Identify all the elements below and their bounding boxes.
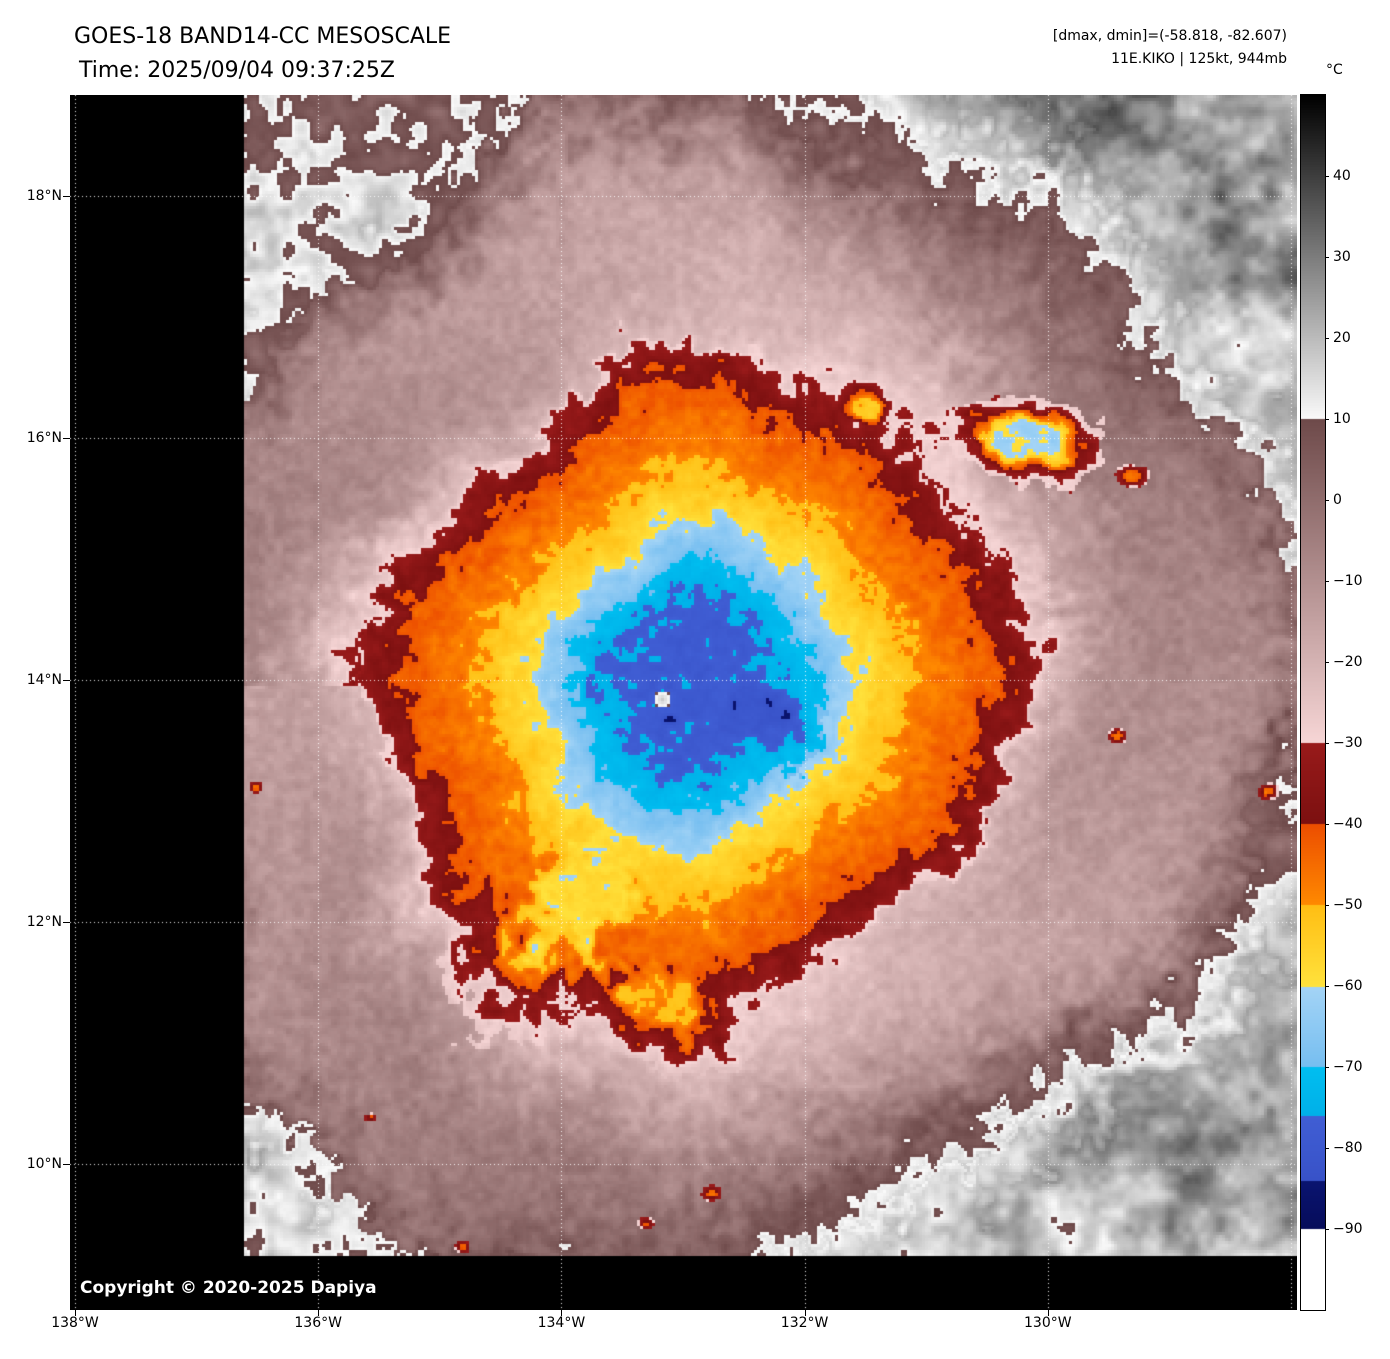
colorbar-tick-label: 10 — [1333, 411, 1351, 427]
colorbar-tick-label: −10 — [1333, 573, 1363, 589]
colorbar-tick-mark — [1325, 338, 1329, 339]
colorbar-tick-mark — [1325, 257, 1329, 258]
colorbar-tick-mark — [1325, 419, 1329, 420]
colorbar-tick-mark — [1325, 581, 1329, 582]
colorbar-tick-label: −60 — [1333, 978, 1363, 994]
colorbar-canvas — [1300, 94, 1326, 1311]
latitude-tick-mark — [63, 438, 70, 439]
colorbar-tick-mark — [1325, 662, 1329, 663]
colorbar-tick-mark — [1325, 743, 1329, 744]
longitude-tick-label: 130°W — [1024, 1315, 1072, 1331]
longitude-tick-mark — [804, 1310, 806, 1316]
colorbar-tick-mark — [1325, 1148, 1329, 1149]
page-title: GOES-18 BAND14-CC MESOSCALE — [74, 24, 452, 49]
colorbar-tick-mark — [1325, 905, 1329, 906]
colorbar-tick-label: −70 — [1333, 1059, 1363, 1075]
longitude-tick-label: 138°W — [51, 1315, 99, 1331]
longitude-tick-mark — [318, 1310, 320, 1316]
storm-info-label: 11E.KIKO | 125kt, 944mb — [1111, 51, 1287, 67]
latitude-tick-mark — [63, 1164, 70, 1165]
latitude-tick-label: 12°N — [26, 914, 62, 930]
colorbar-tick-label: 0 — [1333, 492, 1342, 508]
satellite-map-canvas — [70, 95, 1297, 1310]
colorbar-tick-label: 30 — [1333, 249, 1351, 265]
latitude-tick-mark — [63, 922, 70, 923]
latitude-tick-label: 10°N — [26, 1156, 62, 1172]
colorbar-tick-mark — [1325, 500, 1329, 501]
dmax-dmin-label: [dmax, dmin]=(-58.818, -82.607) — [1052, 28, 1287, 44]
colorbar-unit-label: °C — [1326, 62, 1343, 78]
colorbar-tick-mark — [1325, 176, 1329, 177]
longitude-tick-mark — [1047, 1310, 1049, 1316]
latitude-tick-mark — [63, 680, 70, 681]
colorbar-tick-mark — [1325, 824, 1329, 825]
latitude-tick-label: 14°N — [26, 672, 62, 688]
longitude-tick-mark — [75, 1310, 76, 1316]
colorbar-tick-mark — [1325, 1229, 1329, 1230]
longitude-tick-label: 136°W — [294, 1315, 342, 1331]
colorbar-tick-label: 20 — [1333, 330, 1351, 346]
time-label: Time: 2025/09/04 09:37:25Z — [79, 58, 395, 83]
colorbar-tick-label: −30 — [1333, 735, 1363, 751]
colorbar-tick-label: −80 — [1333, 1140, 1363, 1156]
colorbar-tick-label: −90 — [1333, 1221, 1363, 1237]
longitude-tick-label: 132°W — [780, 1315, 829, 1331]
longitude-tick-mark — [561, 1310, 563, 1316]
latitude-tick-mark — [63, 196, 70, 197]
latitude-tick-label: 18°N — [26, 188, 62, 204]
colorbar-tick-label: −20 — [1333, 654, 1363, 670]
longitude-tick-label: 134°W — [537, 1315, 586, 1331]
colorbar-tick-mark — [1325, 1067, 1329, 1068]
colorbar-tick-label: −40 — [1333, 816, 1363, 832]
colorbar-tick-mark — [1325, 986, 1329, 987]
copyright-label: Copyright © 2020-2025 Dapiya — [80, 1278, 377, 1298]
colorbar-tick-label: −50 — [1333, 897, 1363, 913]
colorbar-tick-label: 40 — [1333, 168, 1351, 184]
latitude-tick-label: 16°N — [26, 430, 62, 446]
